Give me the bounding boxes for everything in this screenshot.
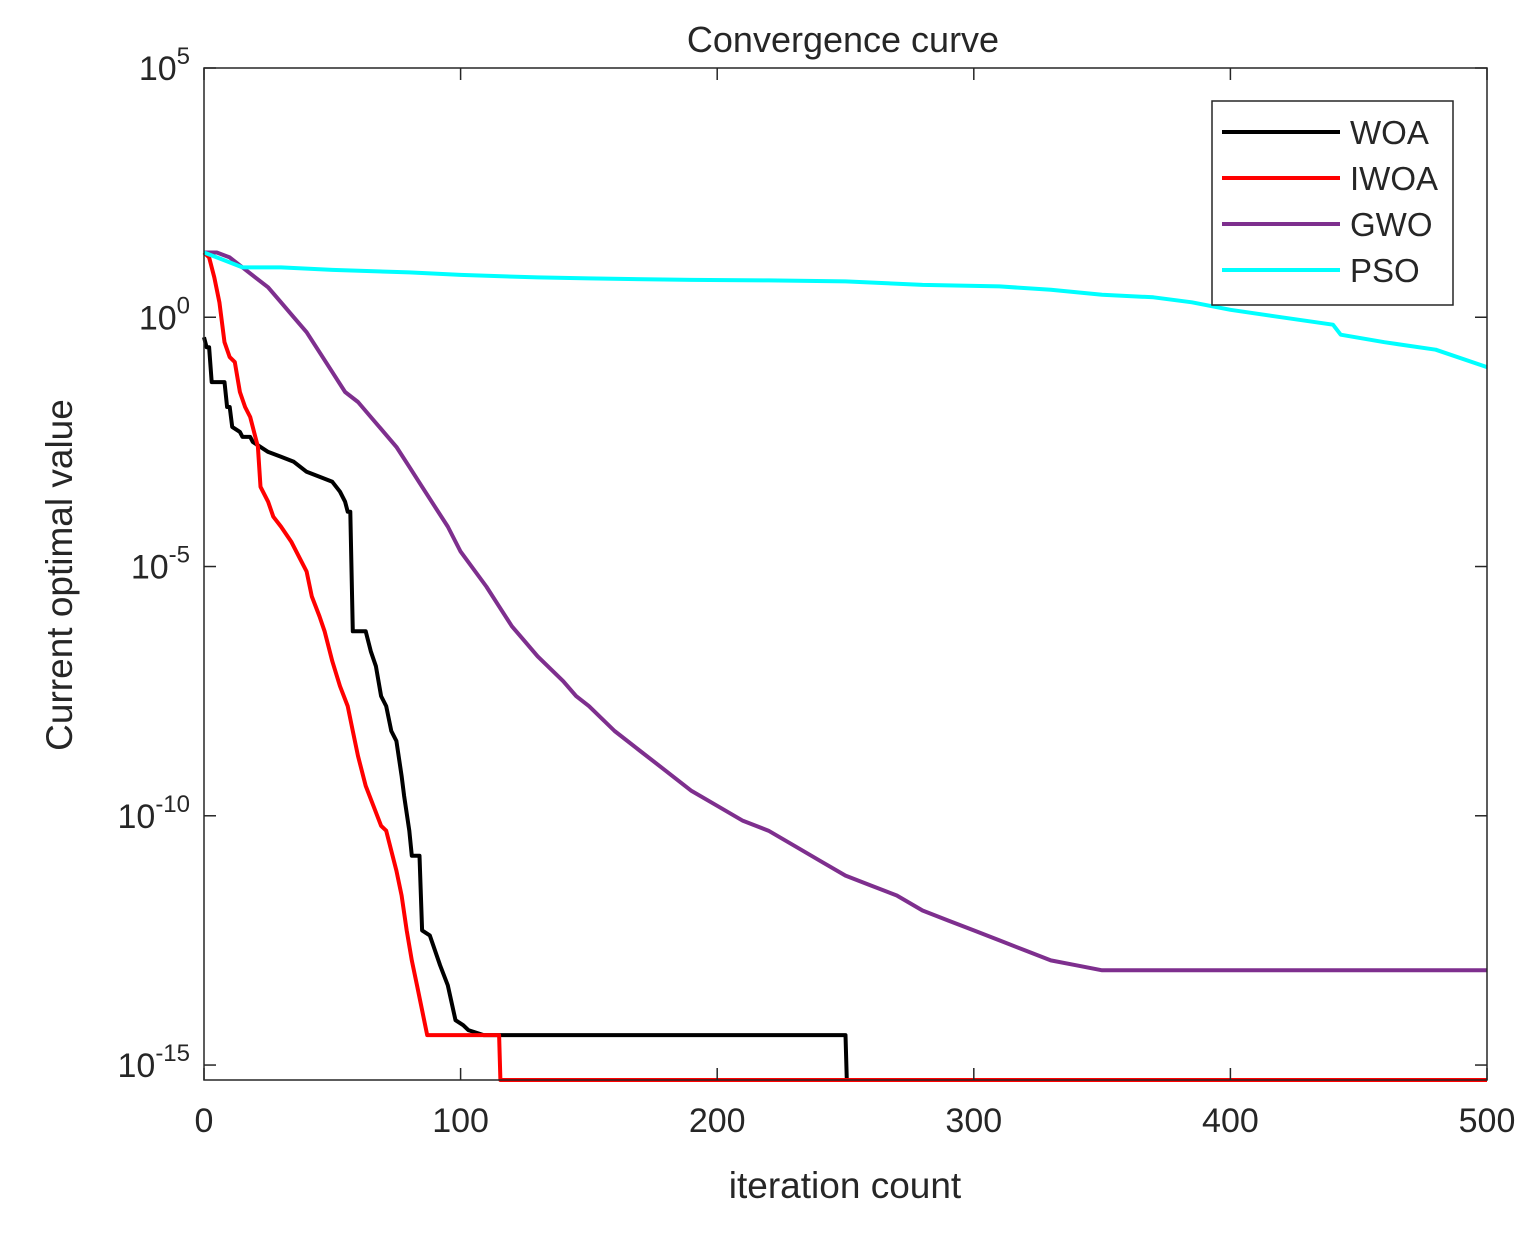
x-tick-label: 300 <box>945 1102 1002 1140</box>
legend-label-woa: WOA <box>1350 114 1429 151</box>
y-tick-label: 100 <box>139 292 190 337</box>
plot-frame <box>203 67 1488 1081</box>
series-line-woa <box>202 336 1487 1082</box>
y-tick-label: 10-15 <box>117 1040 190 1085</box>
axes: 0 100 200 300 400 500 105 100 10-5 10-10 10-15 <box>117 43 1515 1140</box>
series-line-pso <box>203 250 1488 369</box>
legend-label-iwoa: IWOA <box>1350 160 1438 197</box>
x-axis-label: iteration count <box>729 1165 962 1206</box>
legend: WOA IWOA GWO PSO <box>1211 100 1454 306</box>
x-tick-label: 100 <box>432 1102 489 1140</box>
y-axis-label: Current optimal value <box>39 399 80 751</box>
legend-label-pso: PSO <box>1350 252 1420 289</box>
x-tick-label: 0 <box>195 1102 214 1140</box>
legend-label-gwo: GWO <box>1350 206 1432 243</box>
y-tick-label: 10-10 <box>117 791 190 836</box>
chart-title: Convergence curve <box>687 19 999 60</box>
x-tick-label: 200 <box>689 1102 746 1140</box>
y-tick-label: 10-5 <box>131 542 190 587</box>
series-line-gwo <box>204 250 1487 973</box>
y-tick-label: 105 <box>139 43 190 88</box>
x-tick-label: 400 <box>1202 1102 1259 1140</box>
series-layer <box>202 250 1488 1082</box>
series-line-iwoa <box>202 251 1487 1082</box>
x-tick-label: 500 <box>1459 1102 1516 1140</box>
